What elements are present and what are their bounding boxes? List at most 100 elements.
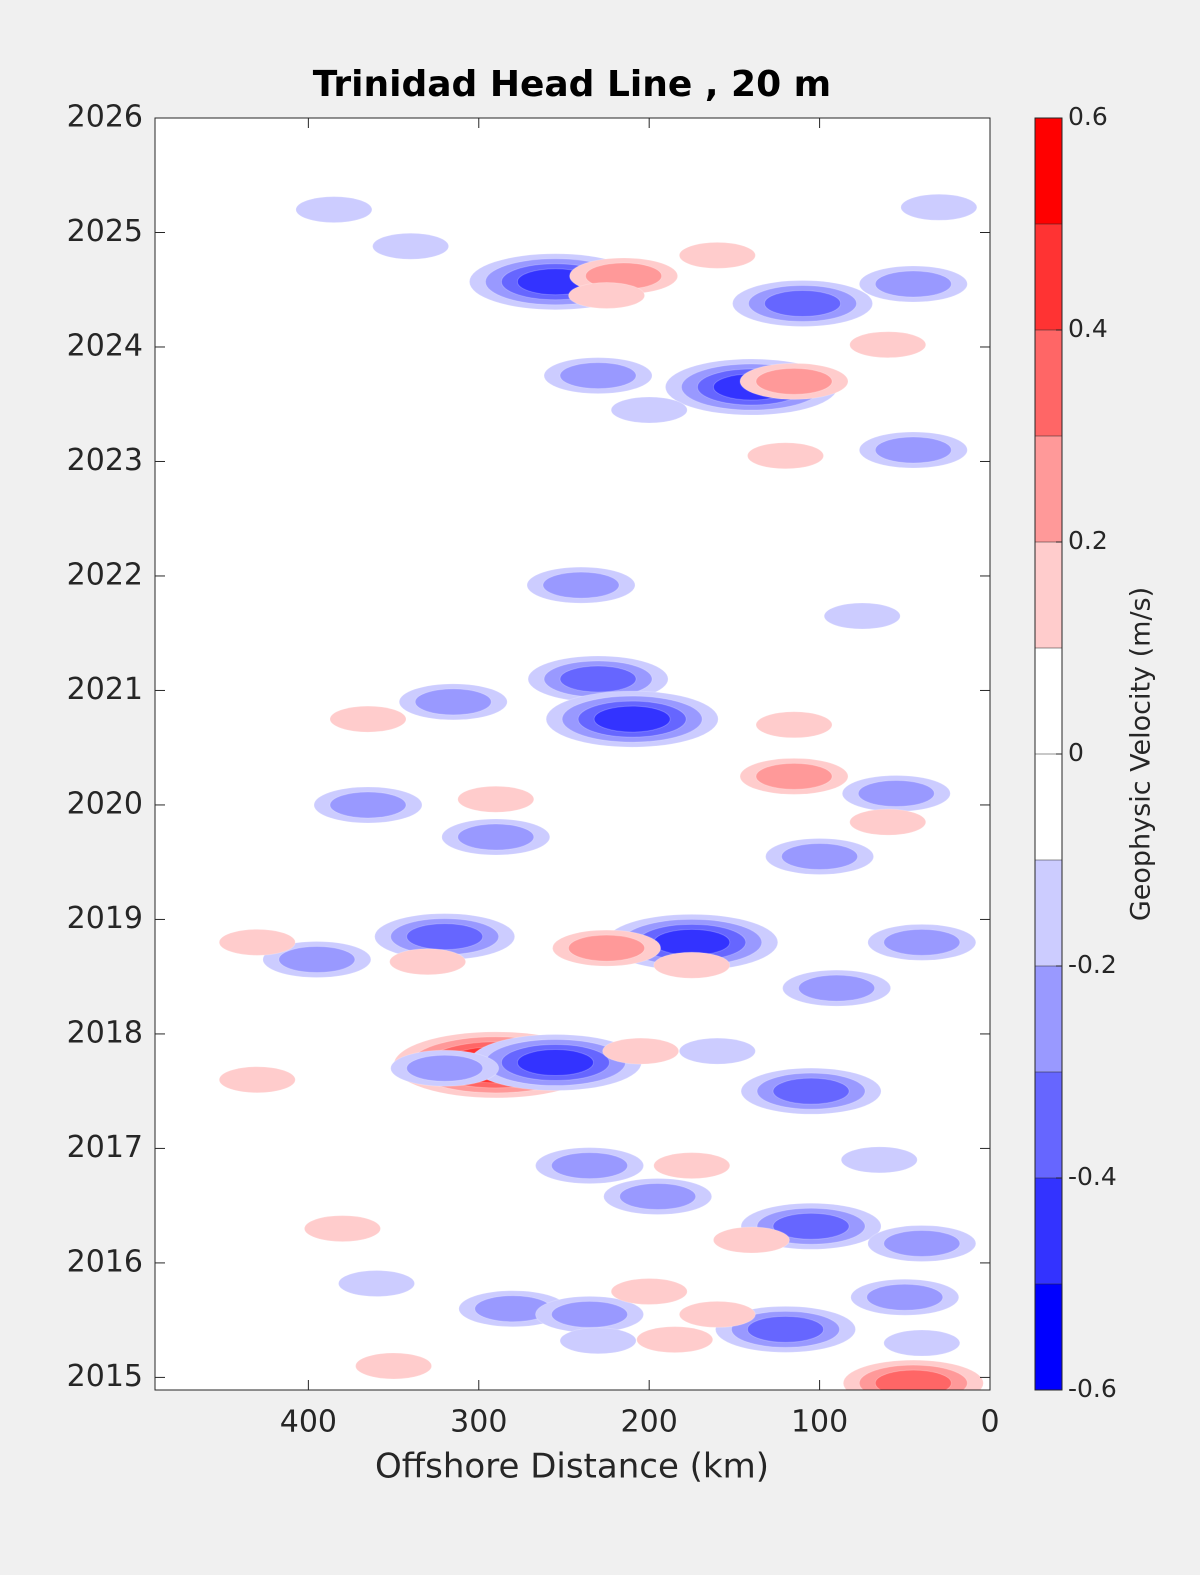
contour-feature bbox=[841, 774, 951, 812]
y-tick-label: 2017 bbox=[67, 1130, 143, 1165]
contour-band bbox=[653, 1152, 731, 1180]
contour-band bbox=[559, 362, 637, 390]
y-tick-label: 2022 bbox=[67, 557, 143, 592]
contour-band bbox=[414, 688, 492, 716]
x-axis-label: Offshore Distance (km) bbox=[375, 1447, 769, 1487]
contour-band bbox=[559, 665, 637, 693]
y-tick-label: 2023 bbox=[67, 443, 143, 478]
contour-band bbox=[755, 711, 833, 739]
colorbar-label: Geophysic Velocity (m/s) bbox=[1126, 587, 1157, 921]
contour-feature bbox=[610, 396, 688, 424]
x-tick-label: 100 bbox=[791, 1405, 848, 1440]
contour-feature bbox=[653, 951, 731, 979]
contour-feature bbox=[218, 928, 296, 956]
contour-feature bbox=[739, 362, 849, 400]
contour-feature bbox=[712, 1226, 790, 1254]
contour-band bbox=[278, 946, 356, 974]
colorbar-tick-label: -0.2 bbox=[1068, 950, 1117, 979]
contour-feature bbox=[568, 281, 646, 309]
contour-band bbox=[457, 823, 535, 851]
contour-band bbox=[772, 1212, 850, 1240]
contour-feature bbox=[535, 1147, 645, 1185]
contour-feature bbox=[678, 241, 756, 269]
contour-feature bbox=[678, 1037, 756, 1065]
colorbar-segment bbox=[1035, 1178, 1062, 1284]
contour-band bbox=[568, 934, 646, 962]
contour-band bbox=[874, 1369, 952, 1390]
contour-band bbox=[874, 436, 952, 464]
contour-band bbox=[857, 779, 935, 807]
contour-band bbox=[551, 1152, 629, 1180]
contour-feature bbox=[747, 442, 825, 470]
contour-band bbox=[764, 289, 842, 317]
contour-feature bbox=[218, 1066, 296, 1094]
contour-feature bbox=[303, 1215, 381, 1243]
contour-feature bbox=[840, 1146, 918, 1174]
colorbar-segment bbox=[1035, 648, 1062, 754]
contour-band bbox=[883, 1329, 961, 1357]
contour-band bbox=[568, 281, 646, 309]
contour-feature bbox=[262, 941, 372, 979]
colorbar-segment bbox=[1035, 860, 1062, 966]
colorbar-tick-label: -0.6 bbox=[1068, 1374, 1117, 1403]
contour-feature bbox=[602, 1037, 680, 1065]
colorbar-segment bbox=[1035, 1072, 1062, 1178]
contour-feature bbox=[849, 808, 927, 836]
contour-feature bbox=[295, 196, 373, 224]
contour-band bbox=[602, 1037, 680, 1065]
contour-band bbox=[712, 1226, 790, 1254]
contour-feature bbox=[527, 655, 669, 703]
contour-band bbox=[406, 1054, 484, 1082]
contour-feature bbox=[739, 757, 849, 795]
contour-feature bbox=[457, 785, 535, 813]
colorbar-segment bbox=[1035, 436, 1062, 542]
contour-feature bbox=[782, 969, 892, 1007]
contour-feature bbox=[636, 1326, 714, 1354]
contour-feature bbox=[900, 193, 978, 221]
contour-feature bbox=[545, 690, 719, 748]
contour-band bbox=[610, 396, 688, 424]
contour-band bbox=[849, 808, 927, 836]
contour-band bbox=[678, 241, 756, 269]
contour-feature bbox=[559, 1327, 637, 1355]
contour-feature bbox=[849, 331, 927, 359]
colorbar-segment bbox=[1035, 966, 1062, 1072]
contour-feature bbox=[867, 923, 977, 961]
contour-feature bbox=[883, 1329, 961, 1357]
colorbar-tick-label: 0.4 bbox=[1068, 314, 1108, 343]
contour-feature bbox=[858, 265, 968, 303]
colorbar-tick-label: 0.6 bbox=[1068, 102, 1108, 131]
y-tick-label: 2019 bbox=[67, 901, 143, 936]
contour-band bbox=[883, 928, 961, 956]
chart-title: Trinidad Head Line , 20 m bbox=[313, 64, 831, 105]
contour-band bbox=[218, 928, 296, 956]
contour-feature bbox=[610, 1278, 688, 1306]
contour-band bbox=[329, 705, 407, 733]
contour-feature bbox=[374, 913, 516, 961]
colorbar-tick-label: 0.2 bbox=[1068, 526, 1108, 555]
colorbar-segment bbox=[1035, 754, 1062, 860]
y-tick-label: 2026 bbox=[67, 100, 143, 135]
contour-feature bbox=[526, 566, 636, 604]
contour-band bbox=[636, 1326, 714, 1354]
contour-band bbox=[840, 1146, 918, 1174]
contour-feature bbox=[765, 837, 875, 875]
y-tick-label: 2025 bbox=[67, 214, 143, 249]
contour-band bbox=[389, 948, 467, 976]
contour-band bbox=[516, 1049, 594, 1077]
contour-band bbox=[653, 928, 731, 956]
contour-feature bbox=[850, 1278, 960, 1316]
contour-band bbox=[678, 1037, 756, 1065]
contour-band bbox=[406, 923, 484, 951]
contour-feature bbox=[355, 1352, 433, 1380]
y-tick-label: 2015 bbox=[67, 1359, 143, 1394]
contour-feature bbox=[755, 711, 833, 739]
contour-band bbox=[295, 196, 373, 224]
plot-group bbox=[218, 193, 984, 1390]
contour-band bbox=[772, 1077, 850, 1105]
contour-feature bbox=[842, 1359, 984, 1390]
contour-feature bbox=[372, 232, 450, 260]
contour-band bbox=[372, 232, 450, 260]
contour-feature bbox=[867, 1224, 977, 1262]
